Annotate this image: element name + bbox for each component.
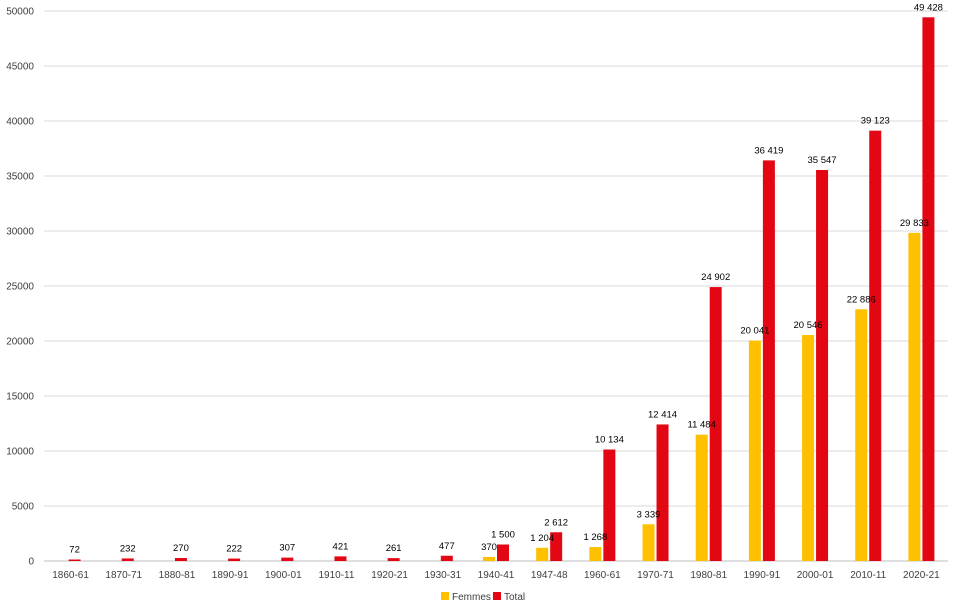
bar-total-1970-71 bbox=[656, 424, 669, 561]
bar-total-1860-61 bbox=[68, 559, 81, 561]
bar-total-1960-61 bbox=[603, 449, 616, 561]
data-label-total: 421 bbox=[333, 541, 349, 552]
x-tick-label: 1947-48 bbox=[531, 570, 568, 581]
data-label-femmes: 1 204 bbox=[530, 533, 554, 544]
data-label-femmes: 29 833 bbox=[900, 218, 929, 229]
bar-femmes-2010-11 bbox=[855, 309, 868, 561]
bar-total-1870-71 bbox=[121, 558, 134, 561]
data-label-femmes: 11 484 bbox=[688, 420, 716, 431]
x-tick-label: 1940-41 bbox=[478, 570, 515, 581]
bar-total-1910-11 bbox=[334, 556, 347, 561]
bar-total-1990-91 bbox=[762, 160, 775, 562]
y-tick-label: 50000 bbox=[6, 7, 34, 18]
legend-label-femmes: Femmes bbox=[452, 592, 491, 603]
legend-swatch-femmes bbox=[441, 592, 449, 600]
data-label-total: 10 134 bbox=[595, 435, 624, 446]
data-label-total: 36 419 bbox=[754, 145, 783, 156]
bar-total-2010-11 bbox=[869, 130, 882, 561]
x-tick-label: 1890-91 bbox=[212, 570, 249, 581]
data-label-total: 72 bbox=[69, 545, 80, 556]
y-axis-ticks: 0 5000 10000 15000 20000 25000 30000 35000 40000… bbox=[6, 7, 34, 568]
bar-femmes-1947-48 bbox=[536, 547, 549, 561]
bar-total-1890-91 bbox=[228, 558, 241, 561]
bar-total-1940-41 bbox=[497, 544, 509, 561]
bar-femmes-1940-41 bbox=[483, 556, 495, 561]
data-label-total: 270 bbox=[173, 543, 189, 554]
x-tick-label: 1900-01 bbox=[265, 570, 302, 581]
data-label-femmes: 3 339 bbox=[637, 509, 661, 520]
x-tick-label: 1920-21 bbox=[371, 570, 408, 581]
x-axis-ticks: 1860-61 1870-71 1880-81 1890-91 1900-01 1910-… bbox=[52, 570, 940, 581]
bar-total-1980-81 bbox=[709, 287, 722, 561]
x-tick-label: 1930-31 bbox=[424, 570, 461, 581]
y-tick-label: 20000 bbox=[6, 337, 34, 348]
data-label-total: 35 547 bbox=[808, 155, 837, 166]
legend: Femmes Total bbox=[441, 592, 525, 603]
data-label-femmes: 22 886 bbox=[847, 294, 876, 305]
x-tick-label: 1970-71 bbox=[637, 570, 674, 581]
data-label-total: 12 414 bbox=[648, 409, 677, 420]
data-label-total: 24 902 bbox=[701, 272, 730, 283]
x-tick-label: 1990-91 bbox=[744, 570, 781, 581]
data-label-femmes: 20 546 bbox=[794, 320, 823, 331]
data-label-total: 1 500 bbox=[491, 530, 515, 541]
x-tick-label: 1960-61 bbox=[584, 570, 621, 581]
bar-femmes-1990-91 bbox=[748, 340, 761, 561]
data-label-total: 49 428 bbox=[914, 2, 943, 13]
y-tick-label: 0 bbox=[28, 557, 34, 568]
bar-femmes-1960-61 bbox=[589, 547, 602, 561]
x-tick-label: 2020-21 bbox=[903, 570, 940, 581]
data-label-total: 307 bbox=[279, 543, 295, 554]
data-label-femmes: 1 268 bbox=[583, 532, 607, 543]
bar-total-1920-21 bbox=[387, 558, 400, 561]
legend-swatch-total bbox=[493, 592, 501, 600]
x-tick-label: 2000-01 bbox=[797, 570, 834, 581]
x-tick-label: 1980-81 bbox=[690, 570, 727, 581]
x-tick-label: 2010-11 bbox=[850, 570, 886, 581]
data-label-femmes: 370 bbox=[481, 542, 497, 553]
y-tick-label: 40000 bbox=[6, 117, 34, 128]
bar-femmes-1970-71 bbox=[642, 524, 655, 561]
y-tick-label: 10000 bbox=[6, 447, 34, 458]
bar-total-1900-01 bbox=[281, 557, 294, 561]
y-tick-label: 15000 bbox=[6, 392, 34, 403]
bar-total-2020-21 bbox=[922, 17, 935, 562]
bar-femmes-2000-01 bbox=[802, 334, 815, 561]
bar-total-2000-01 bbox=[816, 169, 829, 561]
y-tick-label: 5000 bbox=[12, 502, 35, 513]
y-tick-label: 45000 bbox=[6, 62, 34, 73]
y-tick-label: 30000 bbox=[6, 227, 34, 238]
x-tick-label: 1910-11 bbox=[318, 570, 354, 581]
y-tick-label: 35000 bbox=[6, 172, 34, 183]
gridlines bbox=[44, 10, 948, 562]
legend-label-total: Total bbox=[504, 592, 525, 603]
y-tick-label: 25000 bbox=[6, 282, 34, 293]
data-label-total: 232 bbox=[120, 543, 136, 554]
data-label-total: 261 bbox=[386, 543, 402, 554]
x-tick-label: 1880-81 bbox=[159, 570, 196, 581]
data-label-total: 222 bbox=[226, 544, 242, 555]
data-label-total: 477 bbox=[439, 541, 455, 552]
data-label-total: 39 123 bbox=[861, 116, 890, 127]
bar-total-1947-48 bbox=[550, 532, 563, 561]
bar-femmes-2020-21 bbox=[908, 232, 921, 561]
bar-femmes-1980-81 bbox=[695, 434, 708, 561]
x-tick-label: 1870-71 bbox=[105, 570, 142, 581]
x-tick-label: 1860-61 bbox=[52, 570, 89, 581]
bar-total-1930-31 bbox=[440, 555, 453, 561]
data-label-femmes: 20 041 bbox=[740, 326, 769, 337]
data-label-total: 2 612 bbox=[544, 517, 568, 528]
bar-total-1880-81 bbox=[174, 558, 187, 561]
bars bbox=[68, 17, 935, 562]
